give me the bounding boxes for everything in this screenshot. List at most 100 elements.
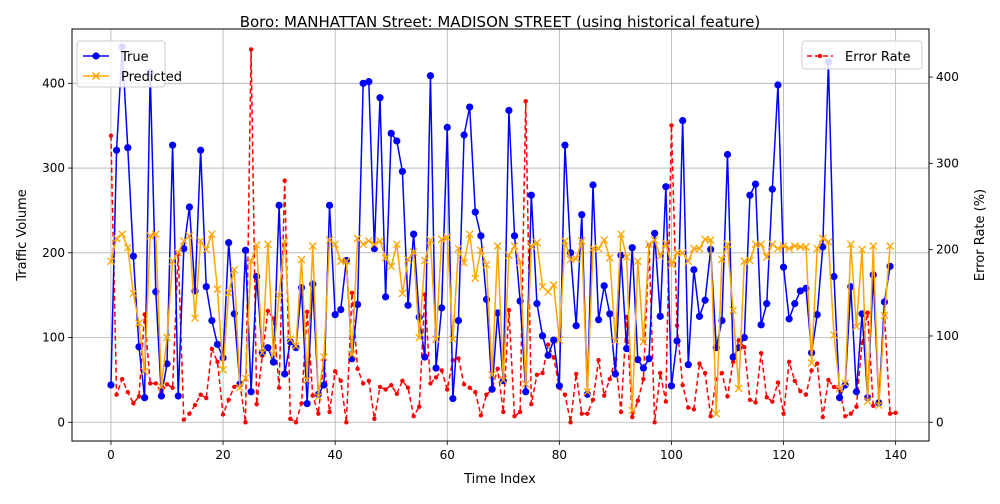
true-point [208,316,216,325]
true-point [387,129,395,137]
error-rate-point [792,378,797,384]
error-rate-point [545,342,551,347]
error-rate-point [495,366,500,371]
true-point [796,287,804,295]
error-rate-point [809,368,814,373]
predicted-point [174,248,183,257]
error-rate-point [697,361,702,366]
grid-layer [72,29,929,441]
true-point [768,185,776,193]
error-rate-point [349,290,355,296]
error-rate-point [758,351,764,356]
predicted-point [275,291,284,300]
true-point [667,382,676,390]
true-series-layer [107,43,894,408]
true-point [281,370,289,378]
predicted-point [448,335,457,344]
error-rate-point [551,355,556,360]
predicted-point [824,237,833,246]
predicted-point [757,240,766,249]
error-rate-point [686,405,691,410]
true-point [791,300,799,308]
true-point [292,344,300,352]
error-rate-point [786,359,792,365]
predicted-point [291,342,300,350]
true-point [505,106,513,115]
predicted-point [779,242,788,250]
error-rate-point [590,397,596,403]
predicted-point [185,231,194,240]
y-tick-label: 100 [42,331,65,345]
x-tick-label: 40 [328,448,343,462]
error-rate-point [108,133,114,138]
error-rate-point [859,340,865,346]
true-point [555,382,563,390]
error-rate-point [618,409,624,415]
predicted-point [712,409,721,418]
legend-predicted-label: Predicted [121,70,182,85]
predicted-point [230,265,239,274]
true-point [124,144,132,152]
error-rate-point [248,47,254,52]
true-point [589,181,597,189]
predicted-point [667,260,676,269]
error-rate-point [725,394,730,399]
predicted-point [706,236,715,245]
predicted-point [589,244,597,253]
true-point [410,230,418,238]
error-rate-point [893,410,898,415]
predicted-point [224,288,233,297]
error-rate-point [523,99,528,104]
predicted-point [858,245,866,254]
error-rate-point [125,389,130,395]
error-rate-point [209,346,215,352]
error-rate-point [131,401,136,406]
error-rate-point [484,392,489,397]
error-rate-point [192,402,198,408]
predicted-point [611,336,620,345]
error-rate-point [691,407,697,412]
error-rate-point [366,378,371,384]
predicted-point [504,251,513,260]
predicted-point [319,353,328,361]
error-rate-point [411,414,416,419]
true-point [746,191,754,199]
legend-true-label: True [120,50,149,65]
predicted-point [532,238,541,247]
error-rate-point [568,420,573,425]
true-point [774,81,782,89]
predicted-point [656,252,665,261]
error-rate-point [831,384,837,390]
predicted-point [622,253,631,261]
error-rate-point [742,344,747,350]
predicted-point [146,231,155,240]
predicted-point [235,383,244,392]
predicted-point [846,240,855,249]
true-point [779,263,788,271]
true-point [538,332,547,340]
error-rate-point [803,392,809,397]
predicted-point [689,244,698,253]
predicted-point [342,257,351,266]
true-point [219,354,227,362]
true-point [723,150,732,159]
true-point [488,385,496,393]
error-rate-point [136,394,142,399]
true-point [645,355,653,363]
predicted-point [818,234,827,243]
error-rate-point [478,413,484,418]
error-rate-point [383,387,388,392]
predicted-point [118,230,127,239]
predicted-point [863,397,872,406]
error-rate-point [562,392,568,397]
predicted-point [628,406,637,415]
predicted-point [465,230,474,239]
predicted-point [426,236,435,245]
predicted-point [673,248,682,257]
legend-true-marker [92,52,100,60]
error-rate-point [630,414,635,420]
error-rate-point [405,385,411,390]
predicted-point [762,253,771,261]
error-rate-point [456,356,461,361]
